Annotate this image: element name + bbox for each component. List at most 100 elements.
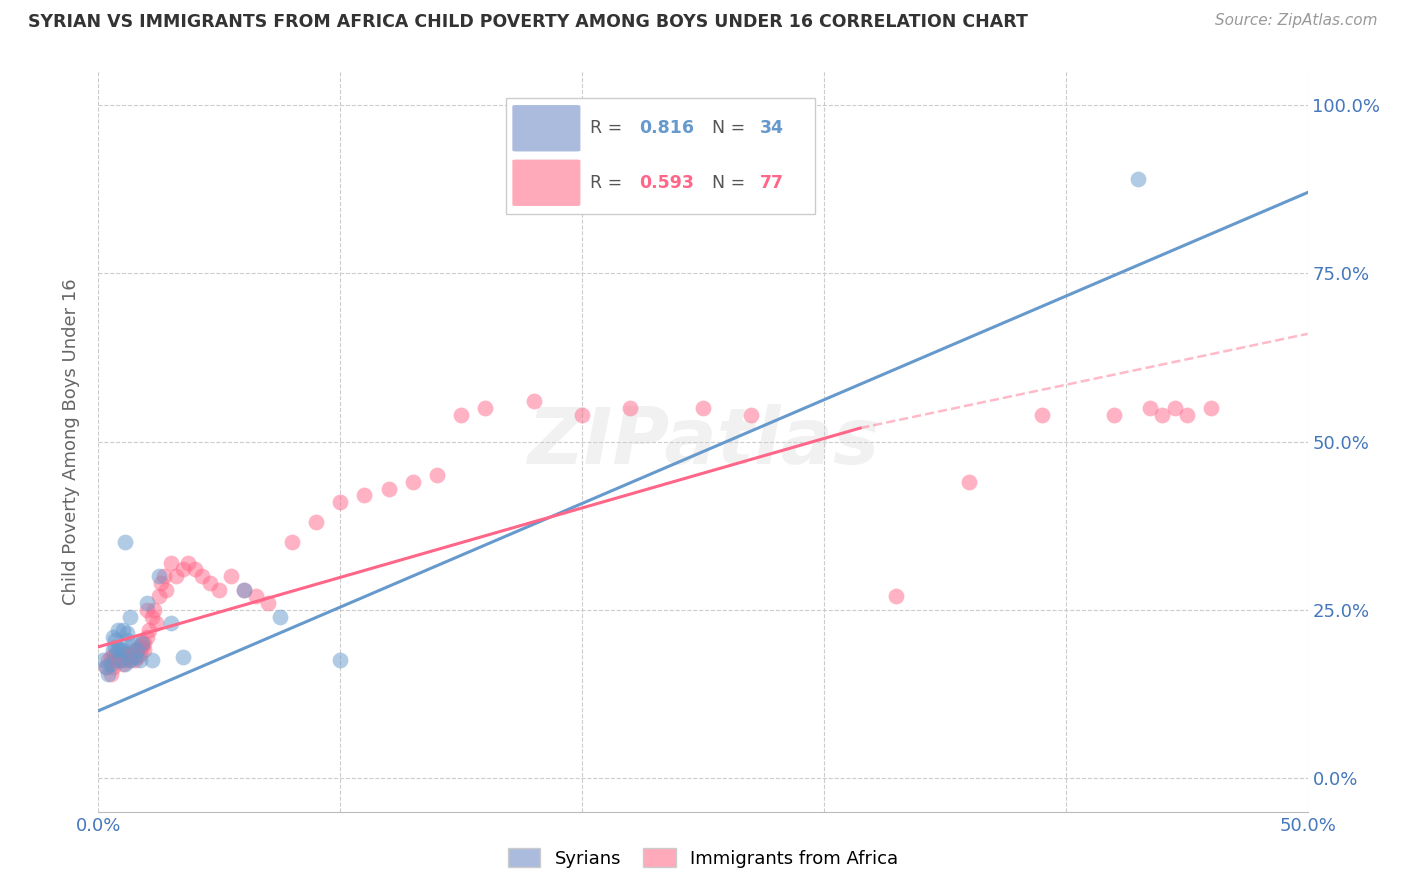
Point xyxy=(107,623,129,637)
Point xyxy=(135,603,157,617)
Point xyxy=(402,475,425,489)
Point xyxy=(148,569,170,583)
Point xyxy=(184,562,207,576)
Point xyxy=(111,643,134,657)
Point xyxy=(100,657,122,671)
Point xyxy=(131,640,153,654)
Point xyxy=(118,653,141,667)
Point xyxy=(148,590,170,604)
Point xyxy=(619,401,641,415)
Point xyxy=(145,616,167,631)
Point xyxy=(155,582,177,597)
Point xyxy=(256,596,278,610)
Point xyxy=(198,575,221,590)
Point xyxy=(97,653,120,667)
Point xyxy=(108,649,131,664)
Point xyxy=(450,408,472,422)
Point xyxy=(114,535,136,549)
Point xyxy=(117,633,139,648)
Point xyxy=(94,660,117,674)
Point xyxy=(101,643,124,657)
Point xyxy=(138,623,160,637)
Point xyxy=(107,649,129,664)
Point xyxy=(108,653,131,667)
Point xyxy=(114,657,136,671)
Point xyxy=(141,653,163,667)
Point xyxy=(128,647,150,661)
Legend: Syrians, Immigrants from Africa: Syrians, Immigrants from Africa xyxy=(499,839,907,877)
Point xyxy=(221,569,243,583)
Point xyxy=(160,556,183,570)
Point xyxy=(135,596,157,610)
Point xyxy=(104,653,127,667)
Point xyxy=(121,647,143,661)
Text: R =: R = xyxy=(589,120,627,137)
Point xyxy=(165,569,187,583)
Point xyxy=(111,623,134,637)
Point xyxy=(1031,408,1053,422)
Point xyxy=(124,643,146,657)
Point xyxy=(118,649,141,664)
Point xyxy=(208,582,231,597)
Point xyxy=(117,647,139,661)
Point xyxy=(107,643,129,657)
Point xyxy=(94,660,117,674)
Y-axis label: Child Poverty Among Boys Under 16: Child Poverty Among Boys Under 16 xyxy=(62,278,80,605)
Point xyxy=(97,666,120,681)
Point xyxy=(128,653,150,667)
Point xyxy=(150,575,173,590)
Point xyxy=(523,394,546,409)
Point xyxy=(172,649,194,664)
Point xyxy=(124,649,146,664)
Point xyxy=(114,647,136,661)
Point xyxy=(131,636,153,650)
Point xyxy=(127,643,149,657)
Point xyxy=(114,653,136,667)
Text: R =: R = xyxy=(589,174,627,192)
Point xyxy=(1199,401,1222,415)
Text: N =: N = xyxy=(702,120,751,137)
Point xyxy=(101,653,124,667)
Point xyxy=(101,630,124,644)
Point xyxy=(134,643,156,657)
Point xyxy=(1128,172,1150,186)
Point xyxy=(426,468,449,483)
Point xyxy=(141,609,163,624)
Text: 77: 77 xyxy=(759,174,783,192)
Text: Source: ZipAtlas.com: Source: ZipAtlas.com xyxy=(1215,13,1378,29)
Point xyxy=(104,640,127,654)
Point xyxy=(232,582,254,597)
Point xyxy=(692,401,714,415)
Point xyxy=(128,640,150,654)
Point xyxy=(121,636,143,650)
Point xyxy=(191,569,214,583)
Point xyxy=(281,535,304,549)
Point xyxy=(104,633,127,648)
Point xyxy=(740,408,762,422)
Point xyxy=(108,653,131,667)
Point xyxy=(1152,408,1174,422)
Point xyxy=(117,626,139,640)
Point xyxy=(91,653,114,667)
Point xyxy=(269,609,291,624)
Point xyxy=(329,495,352,509)
Point xyxy=(100,666,122,681)
Point xyxy=(1102,408,1125,422)
Point xyxy=(245,590,267,604)
FancyBboxPatch shape xyxy=(512,105,581,152)
Point xyxy=(101,660,124,674)
Point xyxy=(160,616,183,631)
Point xyxy=(118,653,141,667)
Point xyxy=(117,649,139,664)
Point xyxy=(134,636,156,650)
Point xyxy=(152,569,174,583)
Point xyxy=(107,653,129,667)
Point xyxy=(305,516,328,530)
Point xyxy=(1175,408,1198,422)
Point xyxy=(111,647,134,661)
Text: N =: N = xyxy=(702,174,751,192)
Text: 0.816: 0.816 xyxy=(640,120,695,137)
Point xyxy=(329,653,352,667)
Point xyxy=(127,649,149,664)
Point xyxy=(127,643,149,657)
